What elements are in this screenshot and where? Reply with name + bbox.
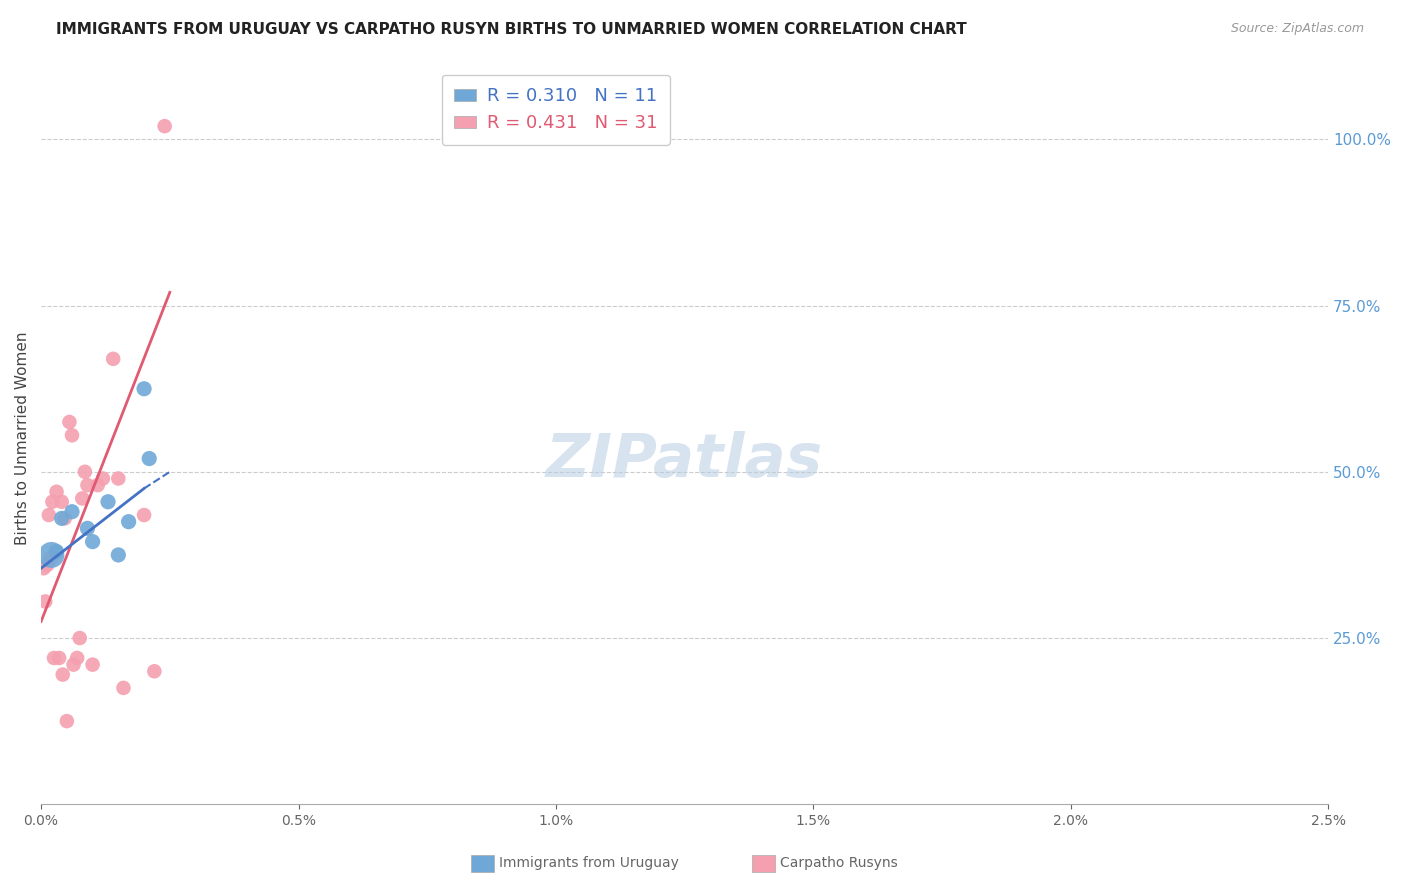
Point [76,478,98,492]
Point [60,428,83,442]
Point [42,651,65,665]
Y-axis label: Births to Unmarried Women: Births to Unmarried Women [15,332,30,545]
Point [41,548,63,562]
Point [107,471,129,485]
Point [56,714,79,728]
Text: Source: ZipAtlas.com: Source: ZipAtlas.com [1230,22,1364,36]
Legend: R = 0.310   N = 11, R = 0.431   N = 31: R = 0.310 N = 11, R = 0.431 N = 31 [441,75,671,145]
Text: Carpatho Rusyns: Carpatho Rusyns [780,856,898,871]
Point [48,651,70,665]
Point [60,505,83,519]
Point [32,561,55,575]
Point [66,651,89,665]
Point [132,508,155,522]
Point [138,451,160,466]
Text: IMMIGRANTS FROM URUGUAY VS CARPATHO RUSYN BIRTHS TO UNMARRIED WOMEN CORRELATION : IMMIGRANTS FROM URUGUAY VS CARPATHO RUSY… [56,22,967,37]
Point [53,511,76,525]
Point [132,382,155,396]
Text: ZIPatlas: ZIPatlas [546,431,823,490]
Point [62,657,84,672]
Point [51,495,73,509]
Point [34,594,56,608]
Point [37,558,59,572]
Point [45,484,67,499]
Point [76,521,98,535]
Point [58,415,80,429]
Point [143,665,166,679]
Point [44,544,66,558]
Point [51,511,73,525]
Point [41,495,63,509]
Point [82,534,104,549]
Point [117,515,139,529]
Point [97,495,120,509]
Point [73,465,96,479]
Point [103,351,125,366]
Point [45,544,67,558]
Point [107,548,129,562]
Point [87,478,110,492]
Point [69,631,91,645]
Point [39,551,62,566]
Point [82,657,104,672]
Point [153,119,176,133]
Point [52,667,75,681]
Point [38,508,60,522]
Point [91,471,114,485]
Point [72,491,94,506]
Point [112,681,135,695]
Text: Immigrants from Uruguay: Immigrants from Uruguay [499,856,679,871]
